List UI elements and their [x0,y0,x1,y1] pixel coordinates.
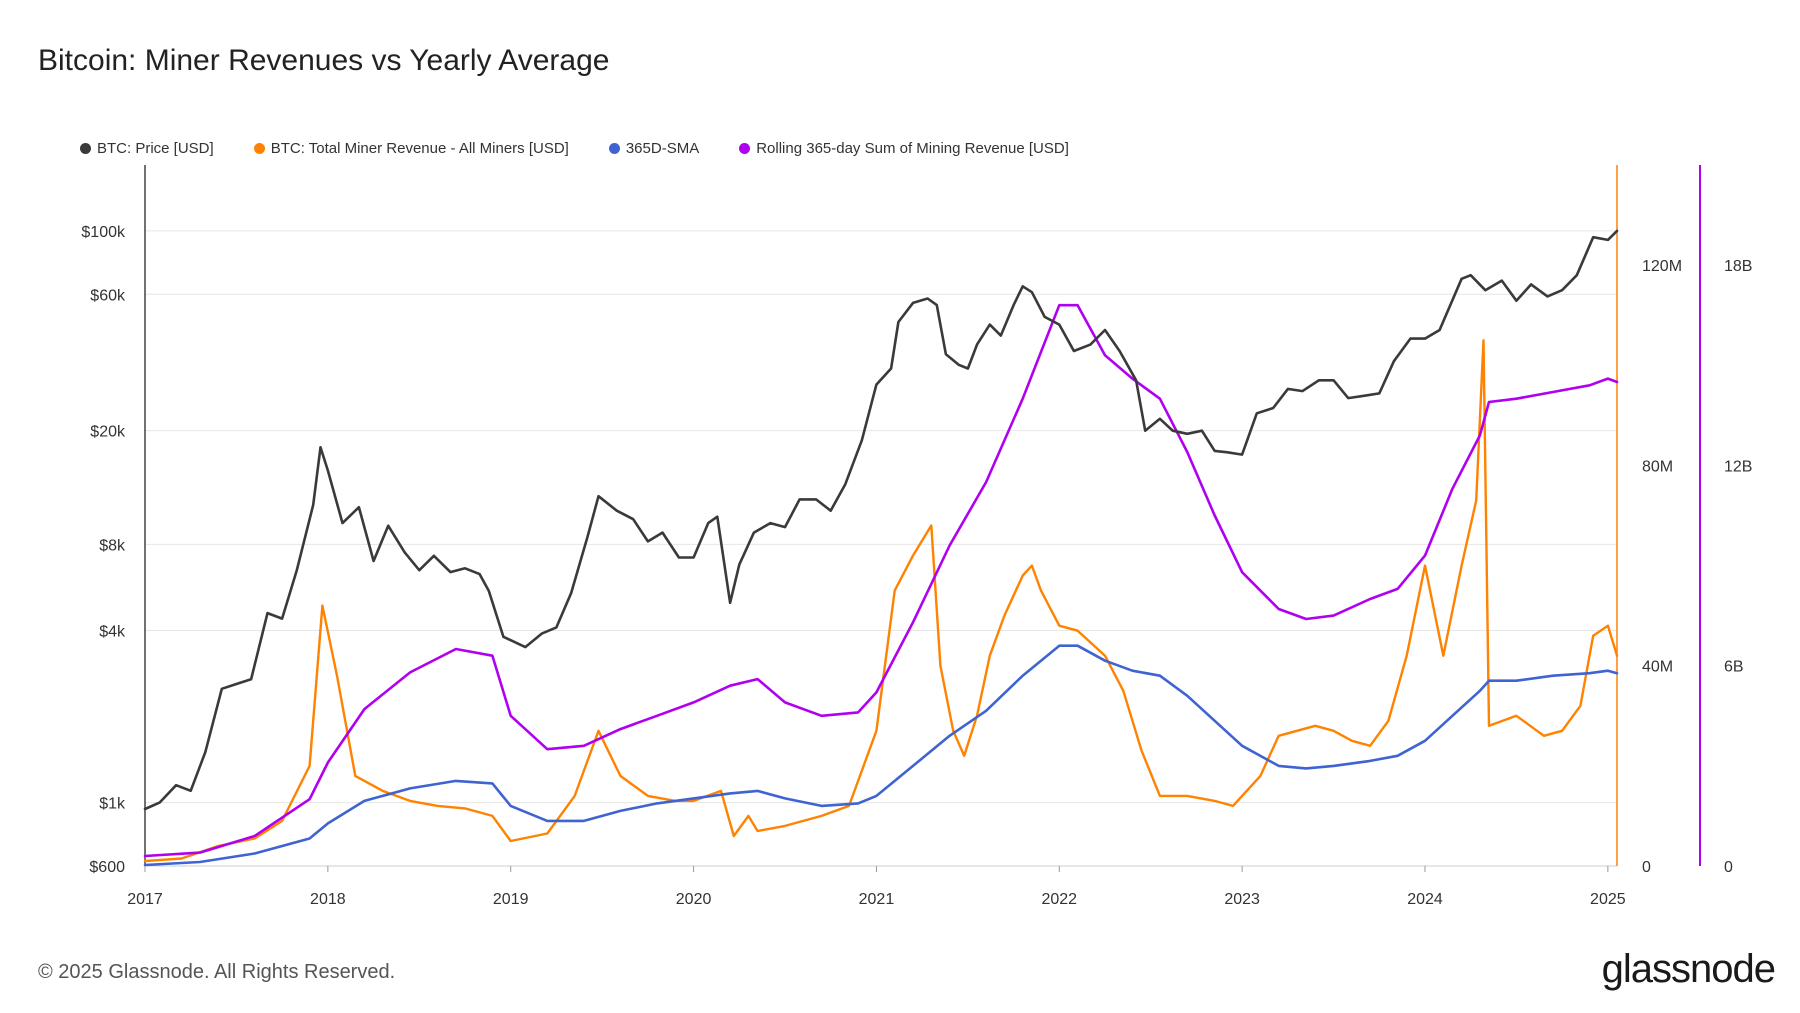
right1-tick-label-1: 80M [1642,458,1673,475]
legend-dot-price [80,143,91,154]
x-tick-label-0: 2017 [127,891,163,908]
glassnode-logo: glassnode [1601,947,1776,991]
left-tick-label-0: $100k [81,224,126,241]
right1-tick-label-2: 40M [1642,659,1673,676]
right2-tick-label-0: 18B [1724,258,1752,275]
copyright-text: © 2025 Glassnode. All Rights Reserved. [38,961,396,983]
x-tick-label-5: 2022 [1041,891,1077,908]
right2-tick-label-1: 12B [1724,458,1752,475]
legend-label-sma: 365D-SMA [625,140,700,157]
series-line-sma [143,644,1619,867]
legend-dot-sma [608,143,620,154]
x-tick-label-1: 2018 [310,891,346,908]
right1-tick-label-3: 0 [1642,859,1651,876]
legend-dot-rolling [739,143,751,154]
x-tick-label-4: 2021 [859,891,895,908]
right2-tick-label-3: 0 [1724,859,1733,876]
left-tick-label-1: $60k [90,287,126,304]
chart-title: Bitcoin: Miner Revenues vs Yearly Averag… [38,44,610,77]
x-tick-label-3: 2020 [676,891,712,908]
left-tick-label-4: $4k [99,623,126,640]
series-line-rolling [143,303,1619,858]
series-line-revenue [143,339,1619,863]
legend-dot-revenue [253,143,265,154]
right1-tick-label-0: 120M [1642,258,1682,275]
legend-item-sma[interactable]: 365D-SMA [608,140,700,157]
left-tick-label-2: $20k [90,424,126,441]
legend-label-price: BTC: Price [USD] [97,140,214,157]
series-line-price [143,229,1619,811]
x-tick-label-8: 2025 [1590,891,1626,908]
chart-legend: BTC: Price [USD] BTC: Total Miner Revenu… [80,140,1069,157]
left-tick-label-5: $1k [99,796,126,813]
legend-label-revenue: BTC: Total Miner Revenue - All Miners [U… [270,140,569,157]
left-tick-label-6: $600 [89,859,125,876]
x-tick-label-7: 2024 [1407,891,1443,908]
x-tick-label-2: 2019 [493,891,529,908]
x-tick-label-6: 2023 [1224,891,1260,908]
legend-label-rolling: Rolling 365-day Sum of Mining Revenue [U… [756,140,1069,157]
legend-item-revenue[interactable]: BTC: Total Miner Revenue - All Miners [U… [253,140,569,157]
right2-tick-label-2: 6B [1724,659,1744,676]
legend-item-price[interactable]: BTC: Price [USD] [80,140,214,157]
left-tick-label-3: $8k [99,537,126,554]
legend-item-rolling[interactable]: Rolling 365-day Sum of Mining Revenue [U… [739,140,1069,157]
